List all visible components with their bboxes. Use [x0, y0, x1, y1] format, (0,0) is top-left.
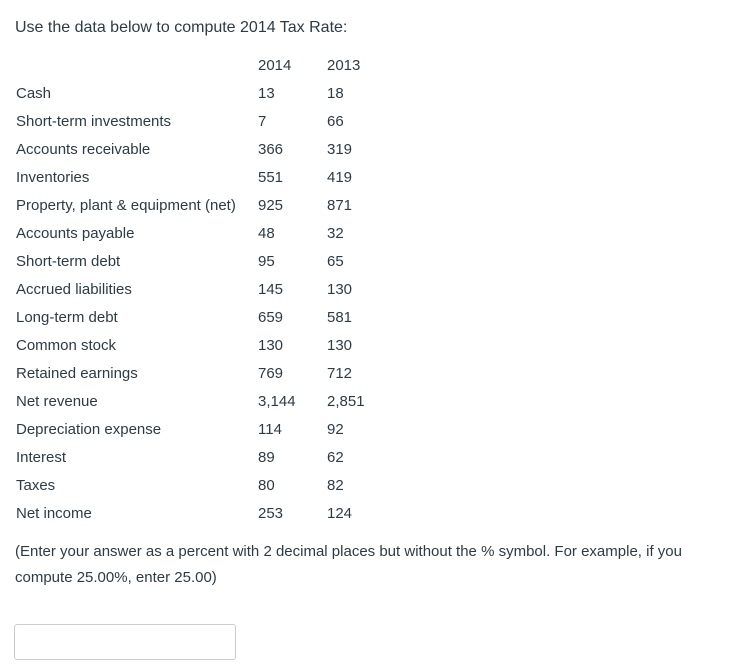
row-label: Net income	[16, 505, 92, 522]
table-row: Accounts receivable 366 319	[13, 136, 390, 164]
value-2013: 2,851	[327, 393, 365, 410]
value-2014: 253	[258, 505, 284, 522]
value-2014: 130	[258, 337, 284, 354]
table-row: Short-term debt 95 65	[13, 248, 390, 276]
table-row: Net income 253 124	[13, 500, 390, 528]
table-row: Taxes 80 82	[13, 472, 390, 500]
row-label: Accounts payable	[16, 225, 135, 242]
value-2013: 82	[327, 477, 344, 494]
row-label: Long-term debt	[16, 309, 118, 326]
header-2014: 2014	[258, 57, 292, 74]
row-label: Taxes	[16, 477, 56, 494]
table-row: Accrued liabilities 145 130	[13, 276, 390, 304]
value-2014: 925	[258, 197, 284, 214]
value-2013: 319	[327, 141, 353, 158]
answer-instructions: (Enter your answer as a percent with 2 d…	[15, 543, 682, 586]
table-row: Short-term investments 7 66	[13, 108, 390, 136]
value-2014: 114	[258, 421, 282, 438]
row-label: Retained earnings	[16, 365, 138, 382]
value-2013: 419	[327, 169, 353, 186]
value-2013: 65	[327, 253, 344, 270]
question-text: Use the data below to compute 2014 Tax R…	[15, 19, 348, 36]
row-label: Depreciation expense	[16, 421, 162, 438]
value-2013: 18	[327, 85, 344, 102]
value-2013: 130	[327, 281, 353, 298]
row-label: Cash	[16, 85, 52, 102]
value-2013: 581	[327, 309, 353, 326]
value-2013: 130	[327, 337, 353, 354]
row-label: Property, plant & equipment (net)	[16, 197, 236, 214]
table-row: Inventories 551 419	[13, 164, 390, 192]
table-row: Retained earnings 769 712	[13, 360, 390, 388]
value-2014: 769	[258, 365, 284, 382]
value-2014: 659	[258, 309, 284, 326]
value-2014: 95	[258, 253, 275, 270]
financial-data-table: 2014 2013 Cash 13 18 Short-term investments…	[13, 52, 390, 528]
value-2014: 80	[258, 477, 275, 494]
row-label: Short-term investments	[16, 113, 172, 130]
value-2013: 92	[327, 421, 344, 438]
row-label: Accounts receivable	[16, 141, 151, 158]
table-row: Long-term debt 659 581	[13, 304, 390, 332]
row-label: Accrued liabilities	[16, 281, 132, 298]
value-2014: 551	[258, 169, 284, 186]
value-2014: 89	[258, 449, 275, 466]
value-2014: 13	[258, 85, 275, 102]
header-2013: 2013	[327, 57, 361, 74]
answer-input[interactable]	[14, 624, 236, 660]
table-row: Net revenue 3,144 2,851	[13, 388, 390, 416]
table-row: Property, plant & equipment (net) 925 871	[13, 192, 390, 220]
row-label: Interest	[16, 449, 67, 466]
table-row: Cash 13 18	[13, 80, 390, 108]
value-2013: 32	[327, 225, 344, 242]
table-row: Depreciation expense 114 92	[13, 416, 390, 444]
row-label: Inventories	[16, 169, 90, 186]
value-2014: 7	[258, 113, 267, 130]
row-label: Net revenue	[16, 393, 98, 410]
table-row: Common stock 130 130	[13, 332, 390, 360]
value-2013: 871	[327, 197, 353, 214]
value-2014: 3,144	[258, 393, 296, 410]
header-label	[13, 52, 255, 80]
table-row: Interest 89 62	[13, 444, 390, 472]
row-label: Common stock	[16, 337, 117, 354]
value-2013: 124	[327, 505, 353, 522]
value-2013: 712	[327, 365, 353, 382]
table-header-row: 2014 2013	[13, 52, 390, 80]
value-2014: 145	[258, 281, 284, 298]
value-2013: 66	[327, 113, 344, 130]
value-2014: 48	[258, 225, 275, 242]
value-2014: 366	[258, 141, 284, 158]
table-row: Accounts payable 48 32	[13, 220, 390, 248]
value-2013: 62	[327, 449, 344, 466]
row-label: Short-term debt	[16, 253, 121, 270]
